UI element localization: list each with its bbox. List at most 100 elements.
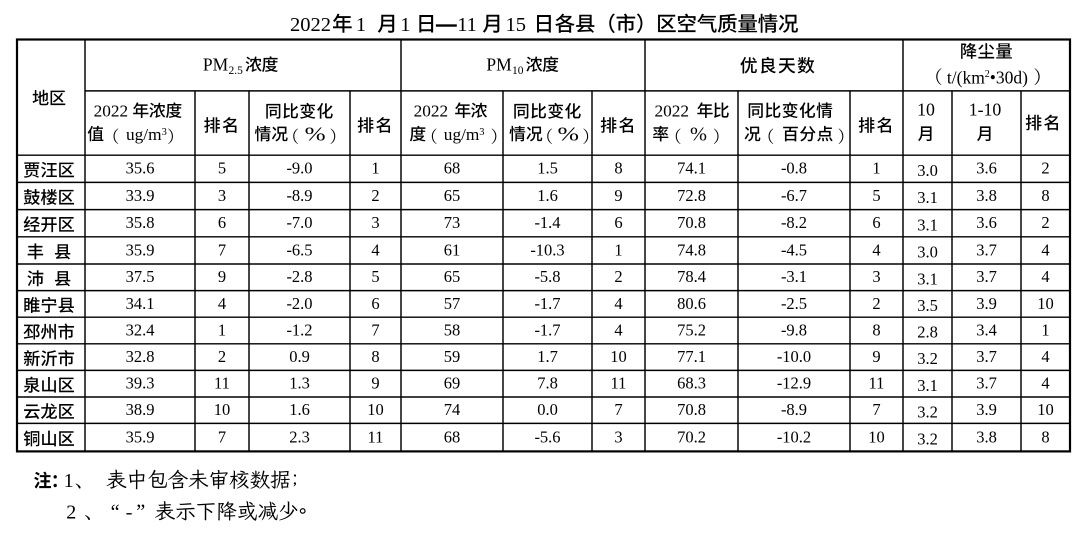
svg-text:8: 8 <box>1041 427 1049 446</box>
svg-text:3.6: 3.6 <box>976 213 997 232</box>
svg-text:4: 4 <box>371 240 379 259</box>
svg-text:4: 4 <box>614 294 622 313</box>
svg-text:-1.4: -1.4 <box>534 213 560 232</box>
svg-text:5: 5 <box>371 267 379 286</box>
svg-text:-9.8: -9.8 <box>781 320 807 339</box>
svg-text:1: 1 <box>371 159 379 178</box>
svg-text:%: % <box>690 124 707 146</box>
svg-text:2: 2 <box>371 186 379 205</box>
svg-text:3.0: 3.0 <box>917 161 938 180</box>
svg-text:2.8: 2.8 <box>917 323 938 342</box>
svg-text:34.1: 34.1 <box>126 294 155 313</box>
svg-text:6: 6 <box>371 294 379 313</box>
svg-text:30d): 30d) <box>996 68 1028 88</box>
svg-text:1.3: 1.3 <box>289 374 310 393</box>
svg-text:-0.8: -0.8 <box>781 159 807 178</box>
svg-text:3: 3 <box>371 213 379 232</box>
svg-text:10: 10 <box>917 100 935 120</box>
svg-text:1.7: 1.7 <box>537 347 558 366</box>
svg-text:11: 11 <box>368 427 384 446</box>
svg-text:11: 11 <box>214 374 230 393</box>
svg-text:7: 7 <box>371 320 379 339</box>
svg-text:35.6: 35.6 <box>126 159 155 178</box>
svg-text:6: 6 <box>872 213 880 232</box>
svg-text:1.5: 1.5 <box>537 159 558 178</box>
svg-text:70.8: 70.8 <box>677 400 706 419</box>
svg-text:2: 2 <box>1041 159 1049 178</box>
svg-text:3.1: 3.1 <box>917 269 938 288</box>
svg-text:ug/m: ug/m <box>444 125 480 144</box>
svg-text:77.1: 77.1 <box>677 347 706 366</box>
svg-text:3.5: 3.5 <box>917 296 938 315</box>
svg-text:1: 1 <box>614 240 622 259</box>
svg-text:”: ” <box>136 500 145 524</box>
svg-text:70.2: 70.2 <box>677 427 706 446</box>
svg-text:3: 3 <box>614 427 622 446</box>
svg-text:-6.7: -6.7 <box>781 186 807 205</box>
svg-text:7: 7 <box>218 427 226 446</box>
svg-text:65: 65 <box>444 267 461 286</box>
svg-text:58: 58 <box>444 320 461 339</box>
svg-text:-1.7: -1.7 <box>534 320 560 339</box>
svg-text:2022: 2022 <box>414 102 449 121</box>
svg-text:“: “ <box>111 500 120 524</box>
svg-text:3.7: 3.7 <box>976 240 997 259</box>
svg-text:PM: PM <box>486 55 512 75</box>
svg-text:2: 2 <box>66 502 76 524</box>
svg-text:3.8: 3.8 <box>976 186 997 205</box>
svg-text:4: 4 <box>218 294 226 313</box>
svg-text:10: 10 <box>367 400 384 419</box>
svg-text:-10.0: -10.0 <box>777 347 811 366</box>
svg-text:3: 3 <box>479 127 484 138</box>
svg-text:2.3: 2.3 <box>289 427 310 446</box>
svg-text:5: 5 <box>218 159 226 178</box>
svg-text:68: 68 <box>444 159 461 178</box>
svg-text:35.8: 35.8 <box>126 213 155 232</box>
svg-text:9: 9 <box>614 186 622 205</box>
svg-text:2022: 2022 <box>94 102 129 121</box>
svg-text:2: 2 <box>614 267 622 286</box>
svg-text:70.8: 70.8 <box>677 213 706 232</box>
svg-text:-2.8: -2.8 <box>286 267 312 286</box>
svg-text:0.9: 0.9 <box>289 347 310 366</box>
svg-text:10: 10 <box>1037 294 1054 313</box>
svg-text:9: 9 <box>872 347 880 366</box>
svg-text:7: 7 <box>218 240 226 259</box>
svg-text:10: 10 <box>868 427 885 446</box>
svg-text:2: 2 <box>872 294 880 313</box>
svg-text:3: 3 <box>218 186 226 205</box>
svg-text:3: 3 <box>162 127 167 138</box>
svg-text:3.9: 3.9 <box>976 294 997 313</box>
svg-text:11: 11 <box>611 374 627 393</box>
svg-text:-7.0: -7.0 <box>286 213 312 232</box>
svg-text:2: 2 <box>218 347 226 366</box>
svg-text:%: % <box>558 124 580 146</box>
svg-text:5: 5 <box>872 186 880 205</box>
svg-text:3: 3 <box>872 267 880 286</box>
svg-text:2022: 2022 <box>655 102 690 121</box>
svg-text:-9.0: -9.0 <box>286 159 312 178</box>
svg-text:10: 10 <box>610 347 627 366</box>
svg-text:2.5: 2.5 <box>229 65 244 77</box>
svg-text:-8.9: -8.9 <box>781 400 807 419</box>
svg-text:%: % <box>305 124 326 146</box>
svg-text:38.9: 38.9 <box>126 400 155 419</box>
svg-text:69: 69 <box>444 374 461 393</box>
svg-text:1-10: 1-10 <box>969 100 1002 120</box>
svg-text:PM: PM <box>203 55 229 75</box>
svg-text:65: 65 <box>444 186 461 205</box>
svg-text:68.3: 68.3 <box>677 374 706 393</box>
svg-text:3.6: 3.6 <box>976 159 997 178</box>
svg-text:33.9: 33.9 <box>126 186 155 205</box>
svg-text:10: 10 <box>214 400 231 419</box>
svg-text:•: • <box>990 68 996 88</box>
svg-text:3.7: 3.7 <box>976 374 997 393</box>
svg-text:32.4: 32.4 <box>126 320 155 339</box>
svg-text:-8.9: -8.9 <box>286 186 312 205</box>
svg-text:3.4: 3.4 <box>976 320 997 339</box>
svg-text:11: 11 <box>869 374 885 393</box>
svg-text:2: 2 <box>1041 213 1049 232</box>
svg-text:-6.5: -6.5 <box>286 240 312 259</box>
svg-text:-1.2: -1.2 <box>286 320 312 339</box>
svg-text:6: 6 <box>614 213 622 232</box>
